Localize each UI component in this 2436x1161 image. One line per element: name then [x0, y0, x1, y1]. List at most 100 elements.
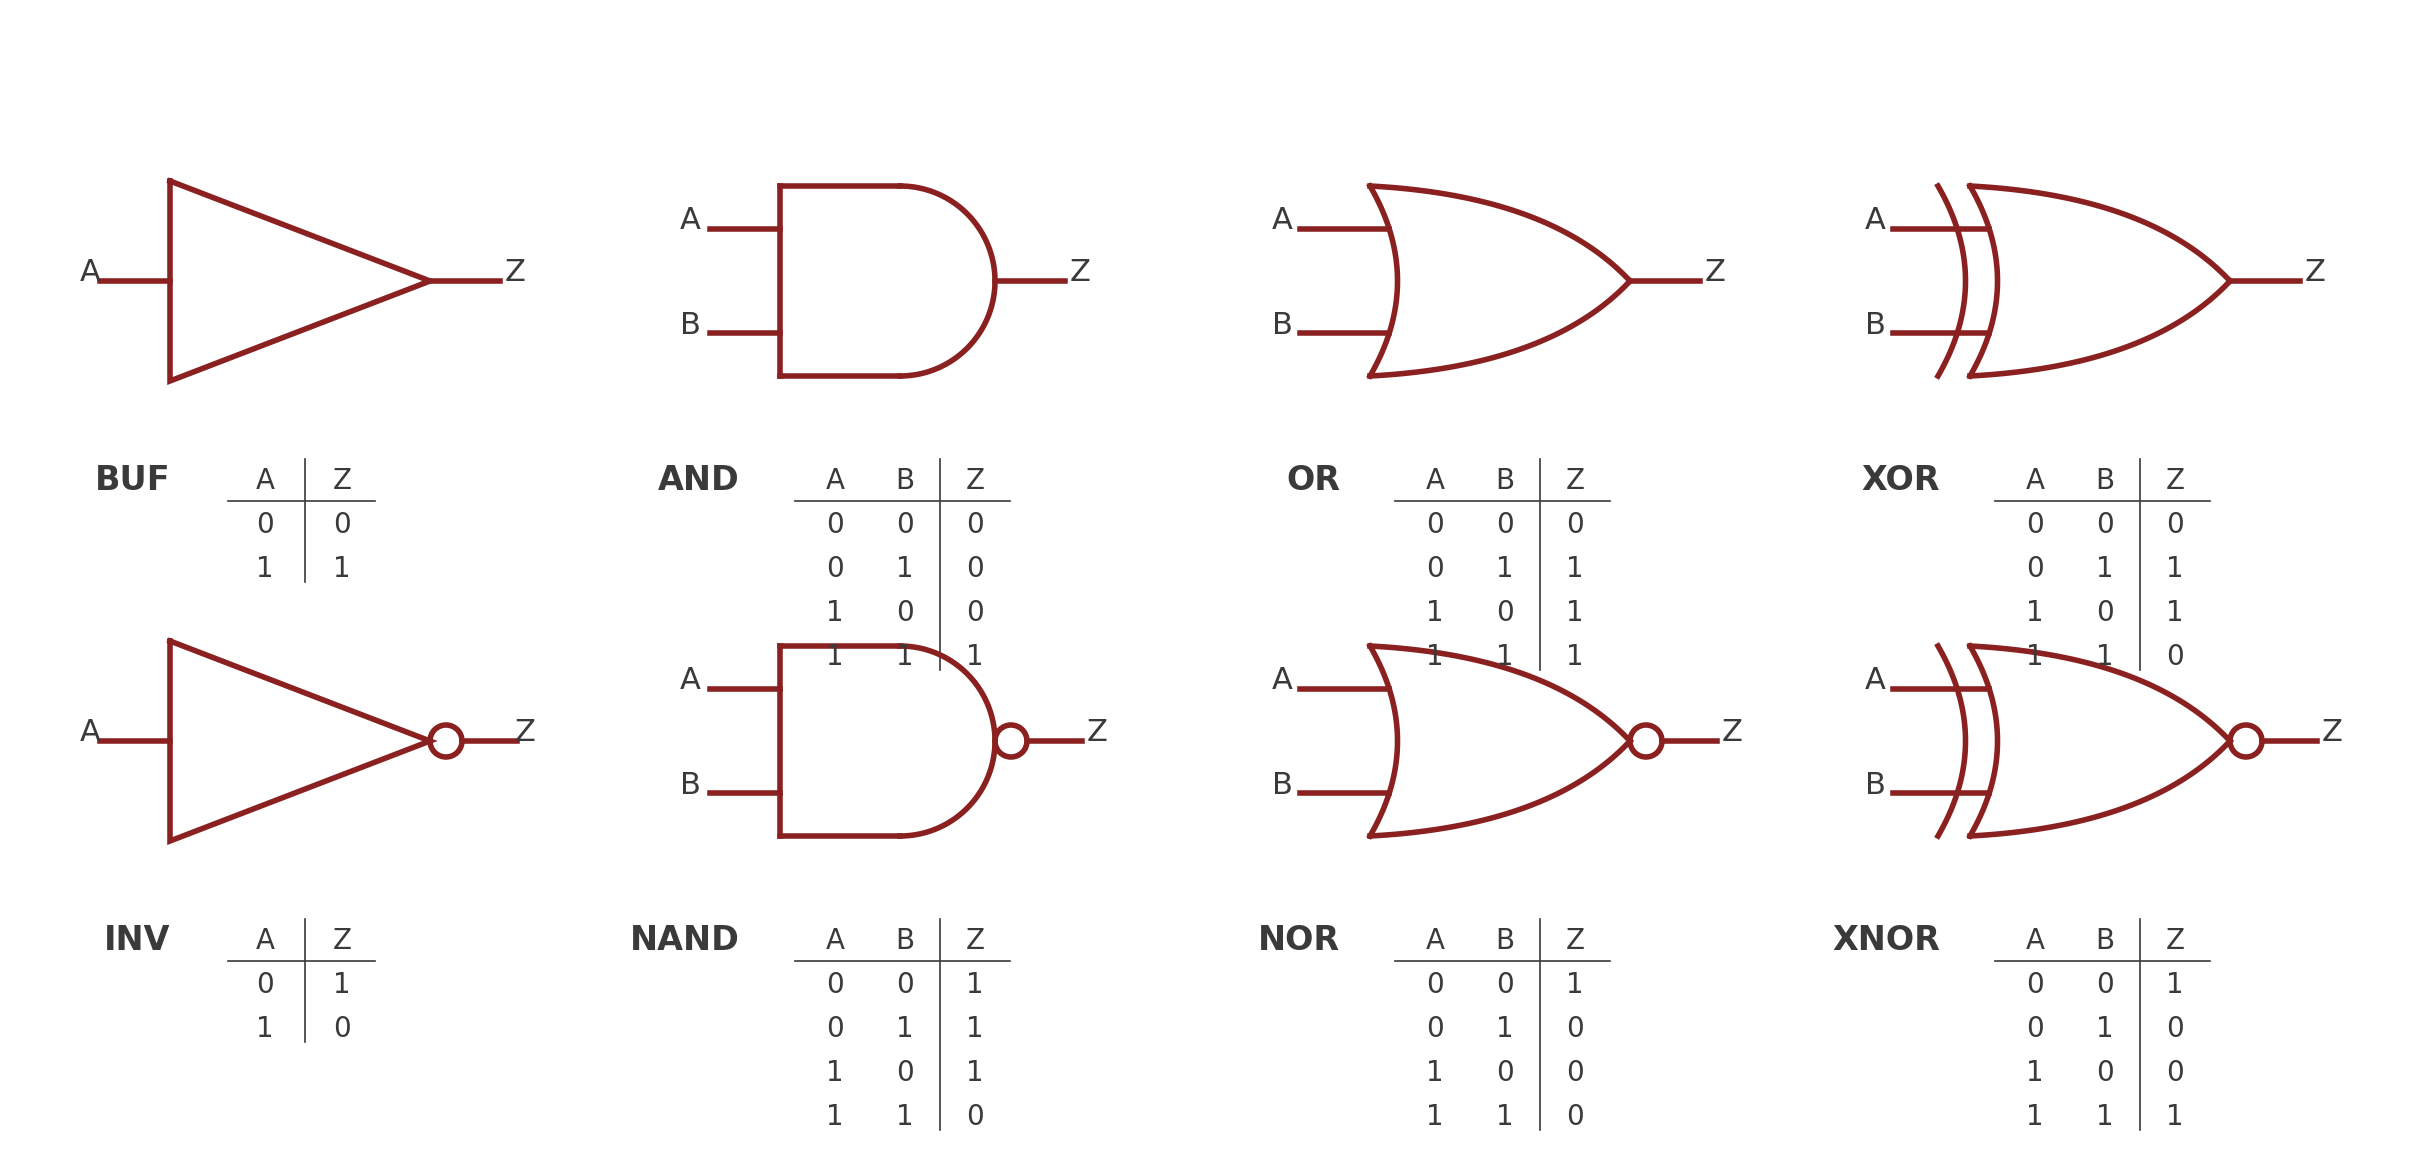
Text: 0: 0 [1496, 599, 1513, 627]
Text: 1: 1 [1425, 599, 1445, 627]
Text: 0: 0 [967, 511, 984, 539]
Text: 0: 0 [826, 971, 843, 998]
Text: A: A [256, 467, 275, 495]
Text: 1: 1 [967, 1059, 984, 1087]
Text: 1: 1 [896, 1103, 914, 1131]
Text: Z: Z [965, 467, 984, 495]
Text: 1: 1 [967, 1015, 984, 1043]
Text: B: B [2095, 926, 2114, 956]
Text: B: B [1272, 311, 1294, 340]
Text: 0: 0 [826, 1015, 843, 1043]
Text: Z: Z [965, 926, 984, 956]
Text: 0: 0 [967, 1103, 984, 1131]
Text: A: A [2024, 467, 2044, 495]
Text: 1: 1 [826, 1059, 843, 1087]
Text: AND: AND [658, 464, 741, 498]
Text: B: B [1864, 311, 1885, 340]
Text: 1: 1 [1496, 643, 1513, 671]
Text: 1: 1 [334, 971, 351, 998]
Text: 0: 0 [256, 511, 273, 539]
Text: 0: 0 [2027, 1015, 2044, 1043]
Text: B: B [2095, 467, 2114, 495]
Text: NAND: NAND [631, 924, 741, 958]
Text: Z: Z [2322, 719, 2343, 748]
Text: 0: 0 [334, 511, 351, 539]
Text: 1: 1 [896, 1015, 914, 1043]
Text: INV: INV [102, 924, 171, 958]
Text: 1: 1 [967, 971, 984, 998]
Text: A: A [826, 467, 845, 495]
Text: 1: 1 [2027, 1059, 2044, 1087]
Text: 1: 1 [1566, 643, 1583, 671]
Text: 1: 1 [2097, 555, 2114, 583]
Text: A: A [80, 259, 100, 288]
Text: 1: 1 [2097, 643, 2114, 671]
Text: 0: 0 [1425, 511, 1445, 539]
Text: 0: 0 [1425, 971, 1445, 998]
Text: XOR: XOR [1861, 464, 1939, 498]
Text: 0: 0 [2095, 1059, 2114, 1087]
Text: Z: Z [2166, 467, 2185, 495]
Text: Z: Z [1069, 259, 1091, 288]
Text: Z: Z [1705, 259, 1725, 288]
Text: 0: 0 [896, 1059, 914, 1087]
Text: 0: 0 [256, 971, 273, 998]
Text: Z: Z [1722, 719, 1742, 748]
Text: B: B [1272, 771, 1294, 800]
Text: 1: 1 [896, 643, 914, 671]
Text: A: A [1864, 666, 1885, 695]
Text: XNOR: XNOR [1832, 924, 1939, 958]
Text: Z: Z [1086, 719, 1108, 748]
Text: 1: 1 [1425, 1103, 1445, 1131]
Text: 1: 1 [1566, 599, 1583, 627]
Text: 1: 1 [2097, 1015, 2114, 1043]
Text: 0: 0 [1425, 1015, 1445, 1043]
Text: B: B [680, 311, 702, 340]
Text: 1: 1 [1425, 643, 1445, 671]
Text: 0: 0 [1496, 1059, 1513, 1087]
Text: A: A [826, 926, 845, 956]
Text: 1: 1 [1425, 1059, 1445, 1087]
Text: 0: 0 [826, 511, 843, 539]
Text: OR: OR [1286, 464, 1340, 498]
Text: Z: Z [2166, 926, 2185, 956]
Text: 1: 1 [2027, 1103, 2044, 1131]
Text: 1: 1 [1496, 1103, 1513, 1131]
Text: 1: 1 [2166, 1103, 2183, 1131]
Text: 1: 1 [1566, 971, 1583, 998]
Text: 0: 0 [967, 555, 984, 583]
Text: A: A [1864, 207, 1885, 236]
Text: 0: 0 [1566, 511, 1583, 539]
Text: 1: 1 [967, 643, 984, 671]
Text: 1: 1 [2166, 971, 2183, 998]
Text: 1: 1 [1566, 555, 1583, 583]
Text: 1: 1 [826, 1103, 843, 1131]
Text: 0: 0 [1496, 511, 1513, 539]
Text: 1: 1 [2027, 643, 2044, 671]
Text: 0: 0 [967, 599, 984, 627]
Text: 0: 0 [2095, 599, 2114, 627]
Text: 0: 0 [2166, 511, 2185, 539]
Text: 1: 1 [1496, 555, 1513, 583]
Text: Z: Z [331, 926, 351, 956]
Text: B: B [896, 926, 914, 956]
Text: A: A [2024, 926, 2044, 956]
Text: 0: 0 [2027, 555, 2044, 583]
Text: 0: 0 [826, 555, 843, 583]
Text: 0: 0 [1425, 555, 1445, 583]
Text: 0: 0 [2166, 1059, 2185, 1087]
Text: 0: 0 [896, 599, 914, 627]
Text: 0: 0 [1566, 1015, 1583, 1043]
Text: 0: 0 [2027, 971, 2044, 998]
Text: A: A [680, 666, 702, 695]
Text: Z: Z [504, 259, 526, 288]
Text: 0: 0 [2095, 511, 2114, 539]
Text: 1: 1 [2097, 1103, 2114, 1131]
Text: A: A [1425, 926, 1445, 956]
Text: 0: 0 [2166, 1015, 2185, 1043]
Text: 1: 1 [334, 555, 351, 583]
Text: Z: Z [2304, 259, 2326, 288]
Text: 0: 0 [1496, 971, 1513, 998]
Text: 1: 1 [896, 555, 914, 583]
Text: 0: 0 [1566, 1103, 1583, 1131]
